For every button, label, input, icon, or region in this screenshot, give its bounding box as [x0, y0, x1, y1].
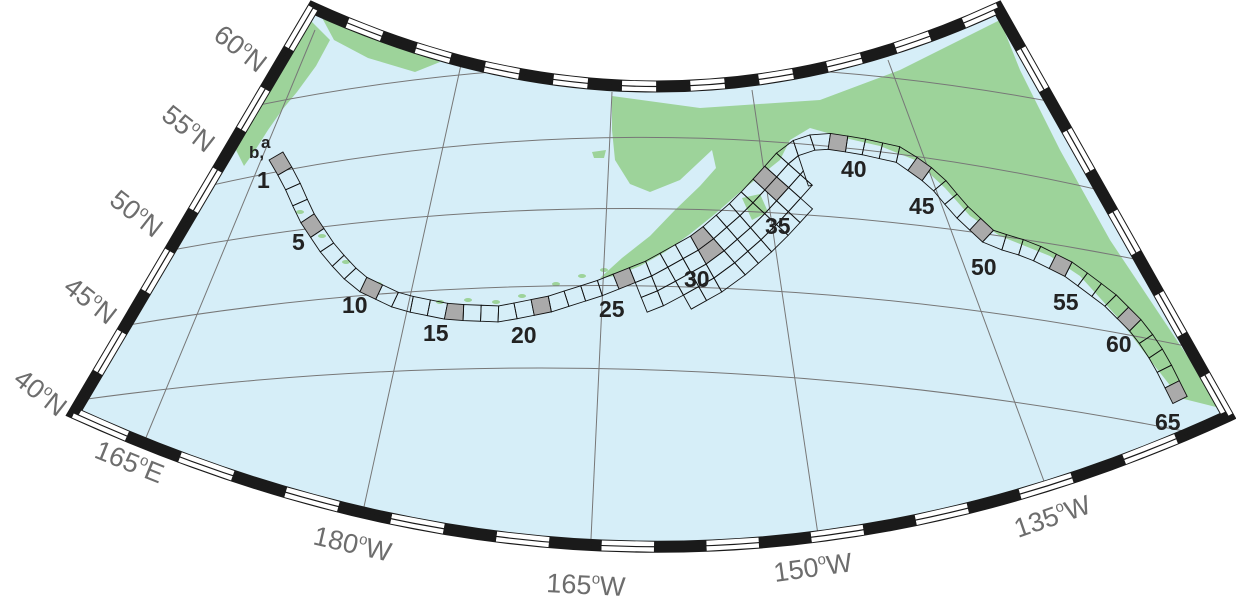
latitude-line	[149, 136, 1181, 211]
frame-inner-line	[73, 7, 1229, 548]
subfault-cell	[799, 169, 814, 187]
subfault-label-35: 35	[765, 213, 791, 239]
subfault-cell	[787, 197, 814, 224]
subfault-label-55: 55	[1053, 289, 1079, 315]
map-frame	[65, 0, 1236, 553]
longitude-line	[144, 29, 316, 441]
land-kodiak	[742, 194, 768, 220]
subfault-cell	[827, 132, 849, 153]
land-st-lawrence-island	[592, 150, 606, 158]
islet	[578, 274, 586, 278]
islet	[518, 294, 526, 298]
row-label-a: a	[261, 133, 271, 152]
latitude-line	[79, 367, 1228, 441]
longitude-line	[887, 59, 1049, 493]
lat-label-45n: 45oN	[58, 271, 122, 330]
lon-label-165w: 165oW	[546, 568, 627, 602]
latitude-line	[99, 285, 1228, 356]
islet	[296, 210, 304, 214]
subfault-cell	[530, 295, 552, 316]
longitude-line	[359, 59, 463, 526]
islet	[342, 260, 350, 264]
islet	[552, 282, 560, 286]
subfault-label-30: 30	[684, 266, 710, 292]
latitude-line	[119, 208, 1211, 276]
longitude-line	[589, 91, 613, 547]
subfault-label-20: 20	[511, 322, 537, 348]
lat-label-60n: 60oN	[208, 19, 272, 78]
subfault-label-60: 60	[1106, 331, 1132, 357]
subfault-label-25: 25	[599, 296, 625, 322]
subfault-cell	[443, 302, 465, 322]
land-kamchatka	[226, 10, 330, 166]
subfault-label-5: 5	[292, 229, 305, 255]
subfault-cell	[1164, 380, 1188, 405]
lat-label-55n: 55oN	[156, 99, 220, 158]
subfault-label-65: 65	[1155, 409, 1181, 435]
graticule	[79, 19, 1228, 547]
subfault-label-1: 1	[257, 167, 270, 193]
lat-label-50n: 50oN	[104, 184, 168, 243]
lon-label-180w: 180oW	[311, 521, 395, 568]
islet	[464, 298, 472, 302]
subfault-grid	[268, 132, 1188, 405]
land-alaska	[600, 20, 1228, 410]
subfault-label-40: 40	[841, 156, 867, 182]
subfault-label-15: 15	[423, 320, 449, 346]
row-label-b: b,	[249, 143, 264, 162]
subfault-label-10: 10	[342, 292, 368, 318]
lon-label-150w: 150oW	[772, 547, 855, 588]
islet	[492, 300, 500, 304]
subfault-label-50: 50	[971, 254, 997, 280]
longitude-line	[751, 89, 821, 547]
subfault-label-45: 45	[909, 193, 935, 219]
islet	[318, 234, 326, 238]
lat-label-40n: 40oN	[8, 363, 72, 422]
